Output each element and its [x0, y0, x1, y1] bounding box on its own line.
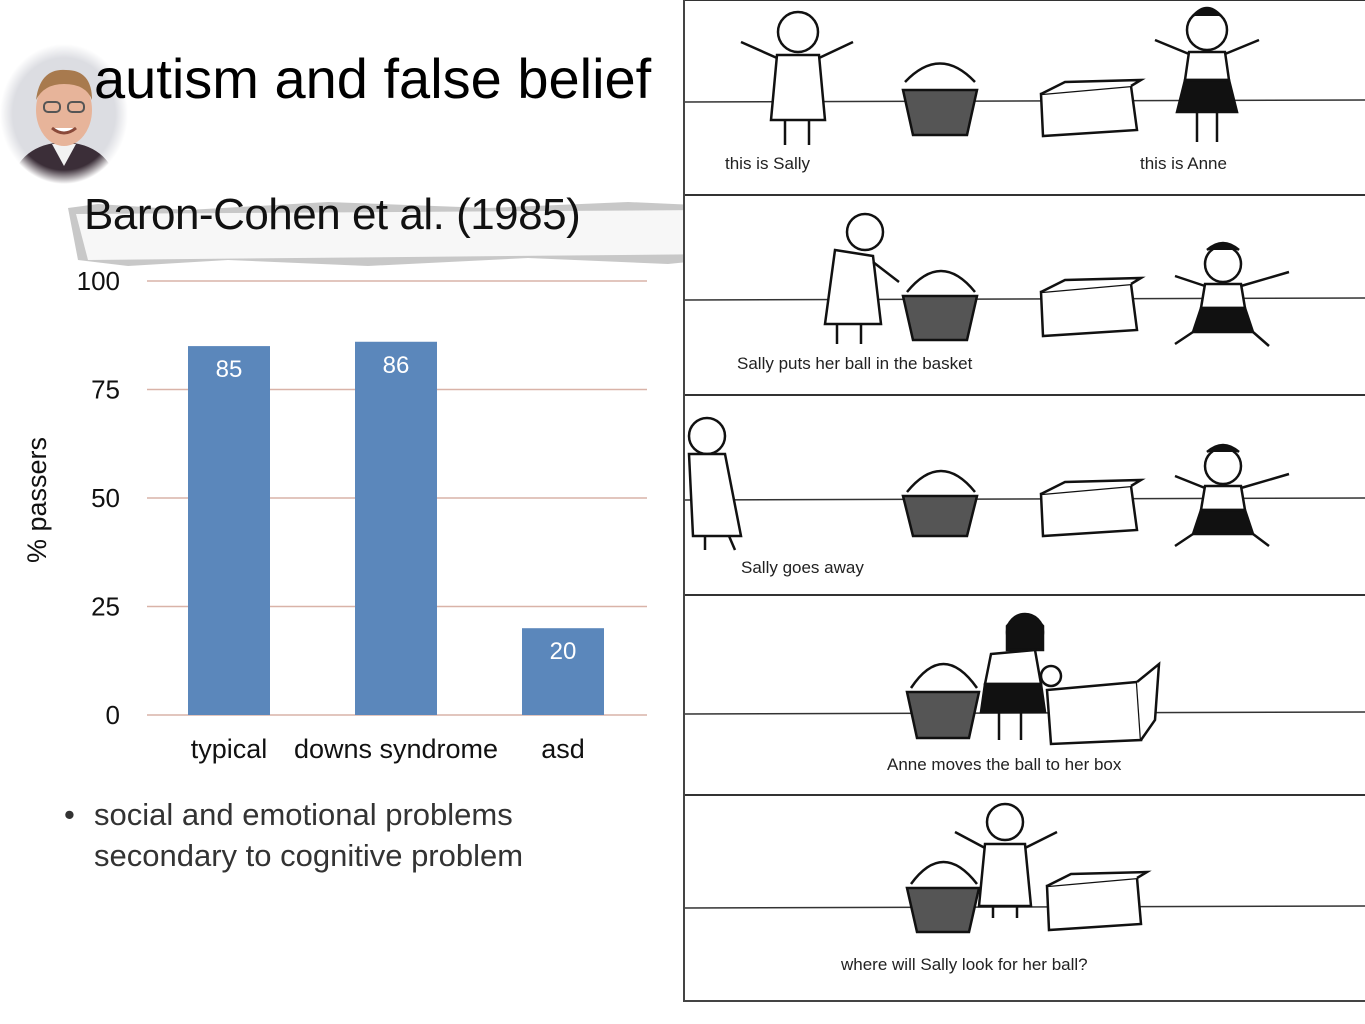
y-tick-labels: 0 25 50 75 100: [77, 266, 120, 730]
y-tick-label: 100: [77, 266, 120, 296]
caption-this-is-sally: this is Sally: [725, 154, 811, 173]
bullet-dot: •: [64, 797, 75, 832]
researcher-portrait-graphic: [0, 44, 128, 184]
caption-sally-puts-ball: Sally puts her ball in the basket: [737, 354, 973, 373]
caption-this-is-anne: this is Anne: [1140, 154, 1227, 173]
slide-title: autism and false belief: [94, 47, 652, 110]
y-axis-label: % passers: [22, 437, 52, 563]
bars: 85 86 20: [188, 341, 604, 715]
bar-data-label: 20: [550, 638, 577, 665]
y-tick-label: 50: [91, 483, 120, 513]
y-tick-label: 0: [106, 700, 120, 730]
basket-icon: [901, 62, 979, 137]
bar-chart: 0 25 50 75 100 85 86 20 typical downs syndrome a…: [22, 266, 647, 764]
y-tick-label: 25: [91, 592, 120, 622]
bar-data-label: 86: [383, 352, 410, 379]
bar-data-label: 85: [216, 356, 243, 383]
x-tick-label: asd: [541, 734, 585, 764]
bar: [355, 341, 437, 715]
researcher-portrait: [0, 44, 128, 184]
sally-figure: [740, 10, 854, 145]
caption-anne-moves-ball: Anne moves the ball to her box: [887, 755, 1122, 774]
bullet-point: • social and emotional problems secondar…: [64, 794, 624, 876]
y-tick-label: 75: [91, 375, 120, 405]
x-tick-label: downs syndrome: [294, 734, 498, 764]
box-icon: [1039, 78, 1146, 138]
x-tick-labels: typical downs syndrome asd: [191, 734, 585, 764]
anne-figure: [1154, 6, 1260, 142]
bar: [522, 628, 604, 715]
citation-banner: [68, 202, 732, 266]
x-tick-label: typical: [191, 734, 268, 764]
sally-anne-comic: this is Sally this is Anne Sally puts he…: [683, 0, 1365, 1002]
caption-sally-goes-away: Sally goes away: [741, 558, 864, 577]
bullet-text: social and emotional problems secondary …: [94, 797, 524, 873]
caption-where-will-sally-look: where will Sally look for her ball?: [841, 955, 1088, 974]
citation-text: Baron-Cohen et al. (1985): [84, 190, 581, 239]
comic-panels: [684, 0, 1365, 934]
bar: [188, 346, 270, 715]
